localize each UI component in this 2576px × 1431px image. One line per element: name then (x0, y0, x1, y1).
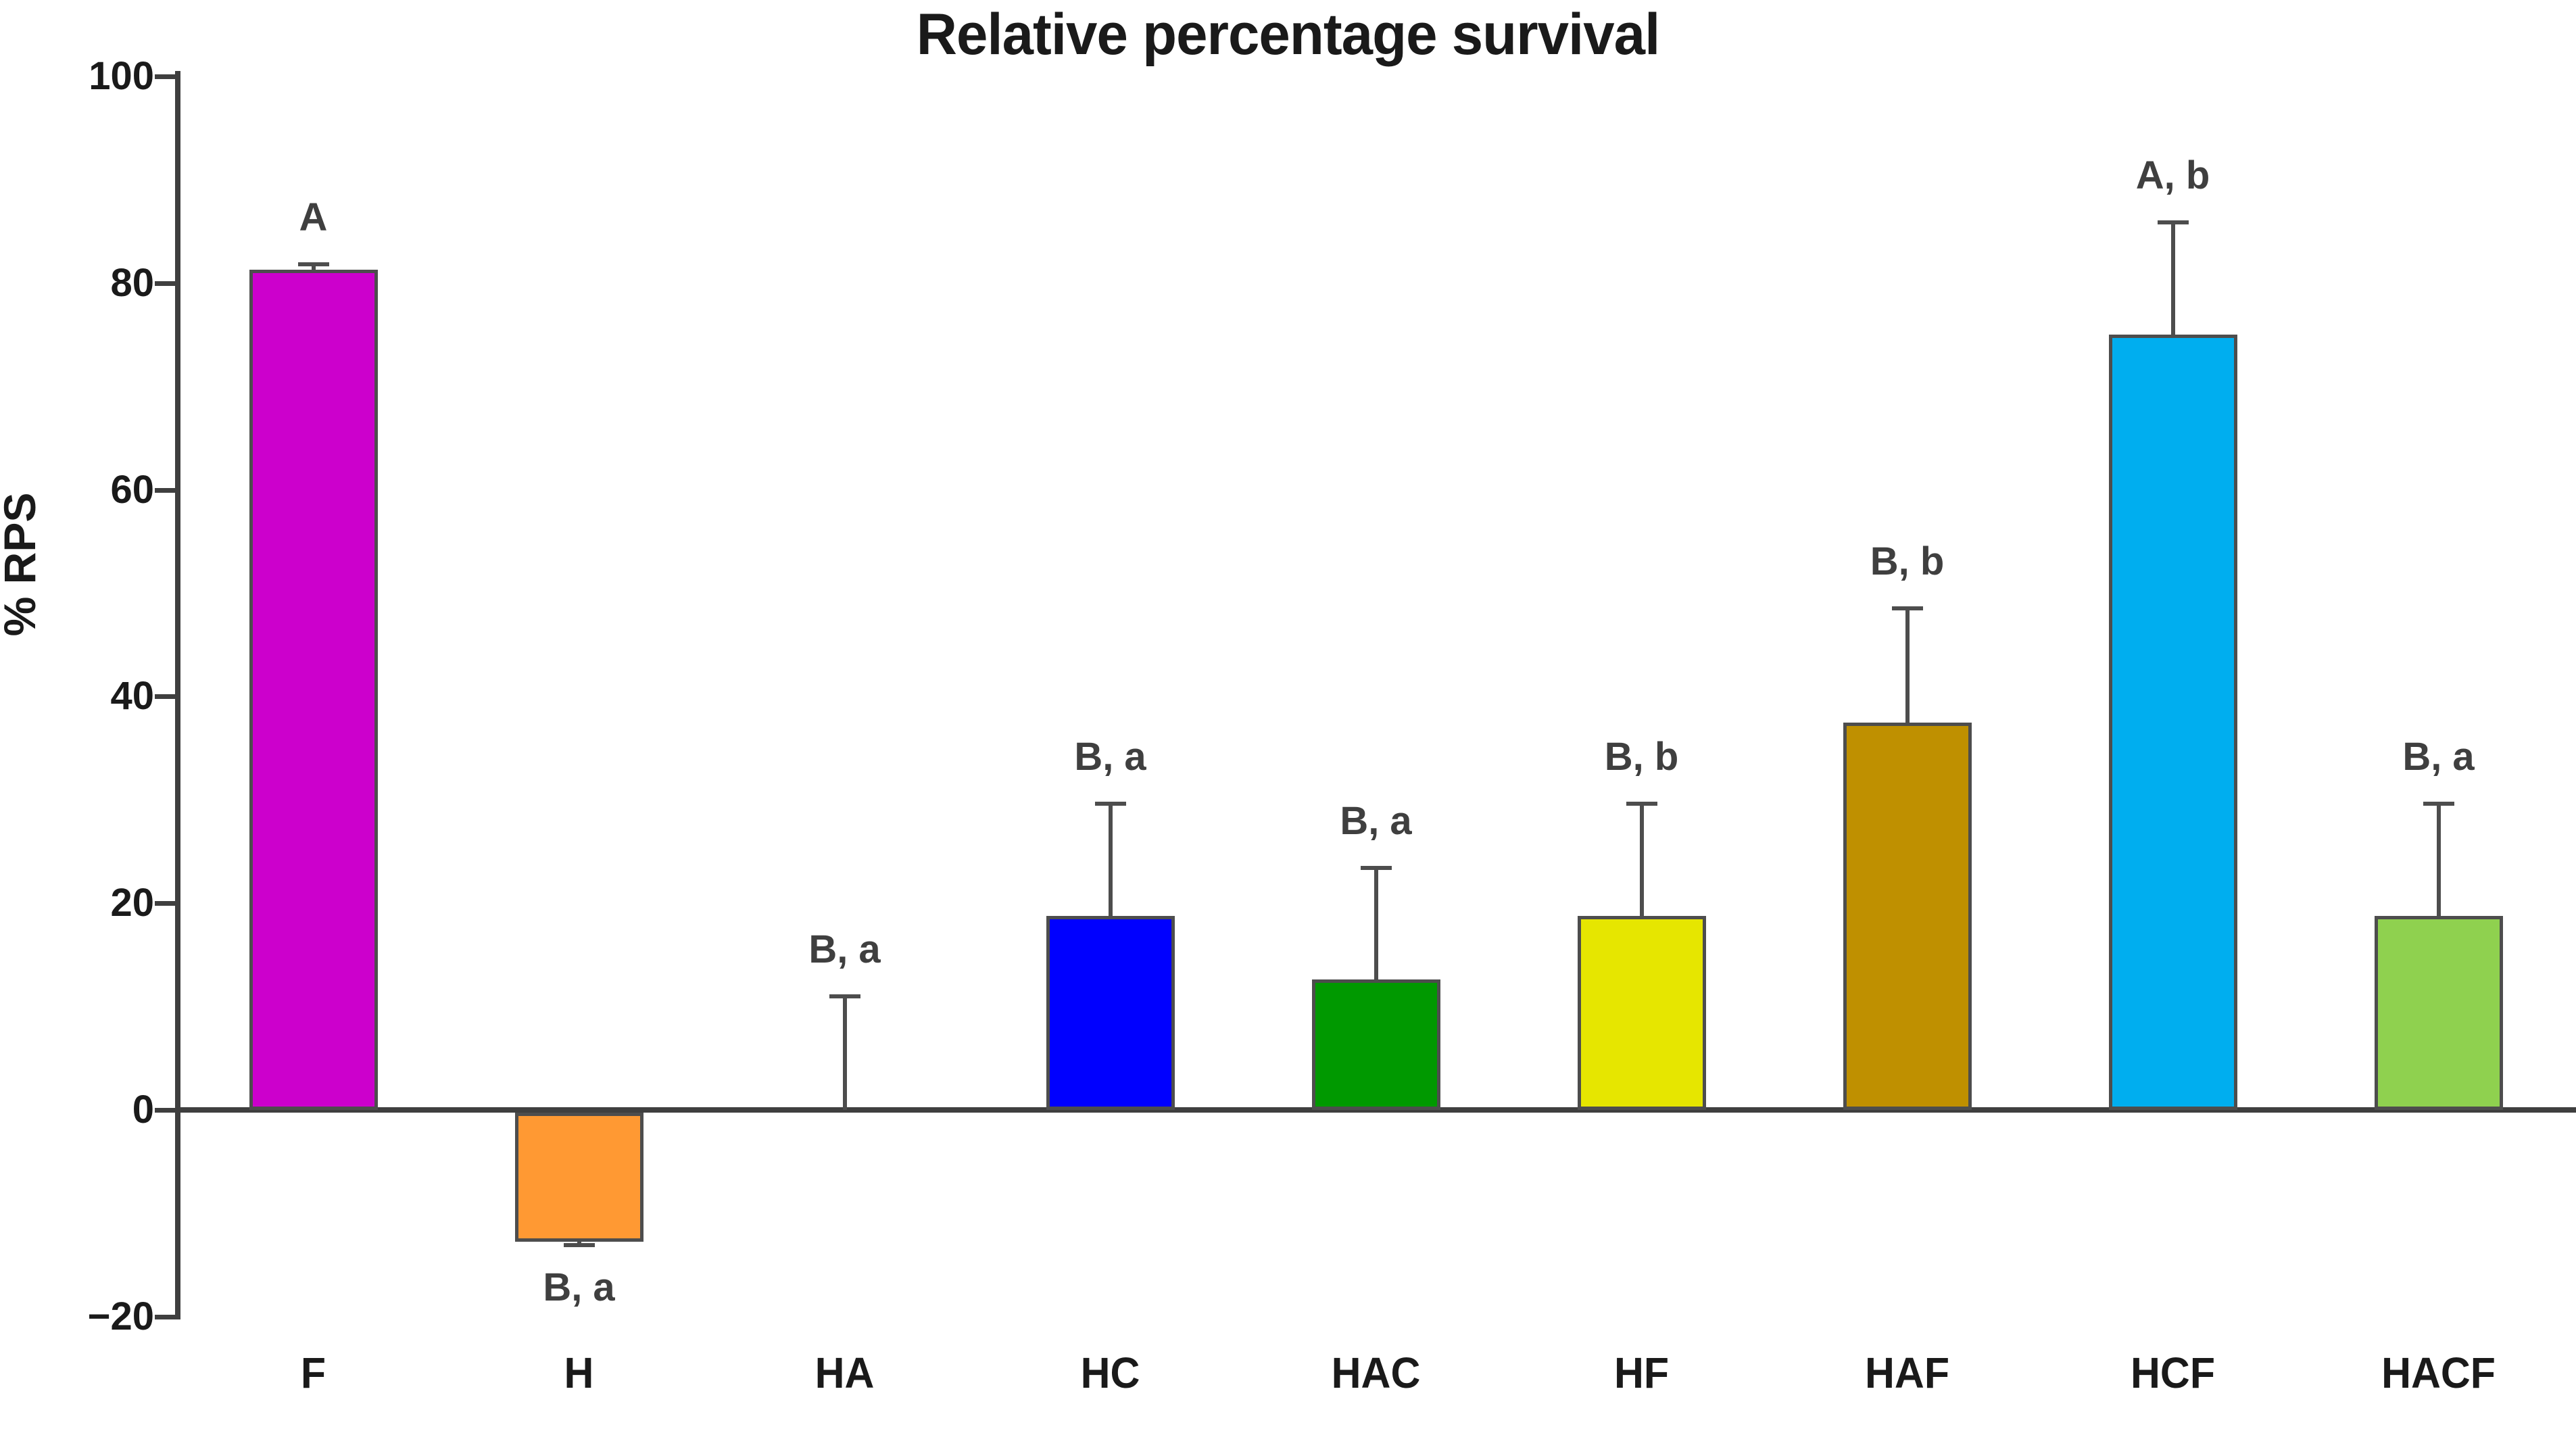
error-bar-cap-HCF (2157, 220, 2189, 224)
error-bar-HF (1639, 804, 1644, 916)
y-axis-label: % RPS (0, 492, 45, 637)
x-label-H: H (564, 1349, 594, 1397)
error-bar-HCF (2170, 222, 2175, 335)
x-label-HAC: HAC (1331, 1349, 1421, 1397)
y-tick-60 (155, 487, 175, 493)
error-bar-cap-HF (1626, 802, 1657, 806)
y-tick-100 (155, 74, 175, 79)
error-bar-cap-HAF (1891, 606, 1923, 611)
error-bar-HACF (2436, 804, 2441, 916)
bar-HACF (2374, 915, 2503, 1110)
stat-label-HF: B, b (1604, 735, 1679, 779)
bar-HC (1046, 915, 1175, 1110)
error-bar-HA (842, 996, 847, 1110)
stat-label-HC: B, a (1074, 735, 1146, 779)
x-label-F: F (300, 1349, 326, 1397)
bar-F (249, 269, 378, 1110)
bar-HCF (2108, 335, 2237, 1110)
bar-HAC (1311, 979, 1440, 1110)
x-label-HAF: HAF (1865, 1349, 1949, 1397)
error-bar-F (311, 264, 316, 270)
x-axis-line (175, 1107, 2576, 1113)
error-bar-HAF (1905, 608, 1910, 723)
x-label-HC: HC (1080, 1349, 1140, 1397)
error-bar-HAC (1374, 868, 1378, 980)
bar-HF (1577, 915, 1706, 1110)
error-bar-cap-HA (829, 994, 860, 998)
stat-label-HAF: B, b (1870, 539, 1945, 584)
error-bar-HC (1108, 804, 1113, 916)
stat-label-HA: B, a (808, 927, 881, 971)
x-label-HA: HA (815, 1349, 875, 1397)
error-bar-cap-HACF (2423, 802, 2454, 806)
stat-label-HACF: B, a (2402, 735, 2475, 779)
chart-title: Relative percentage survival (916, 2, 1661, 67)
x-label-HACF: HACF (2381, 1349, 2496, 1397)
y-tick-label--20: −20 (87, 1294, 154, 1338)
y-axis-line (175, 71, 180, 1319)
y-tick-label-60: 60 (110, 467, 154, 512)
stat-label-HCF: A, b (2135, 153, 2210, 197)
y-tick--20 (155, 1314, 175, 1319)
y-tick-label-0: 0 (132, 1088, 154, 1132)
stat-label-F: A (299, 195, 328, 240)
stat-label-HAC: B, a (1340, 799, 1412, 844)
stat-label-H: B, a (543, 1265, 615, 1310)
y-tick-40 (155, 694, 175, 700)
y-tick-20 (155, 901, 175, 906)
x-label-HCF: HCF (2131, 1349, 2215, 1397)
y-tick-label-100: 100 (89, 54, 154, 98)
error-bar-down-H (577, 1239, 581, 1246)
y-tick-label-40: 40 (110, 674, 154, 719)
y-tick-80 (155, 281, 175, 286)
error-bar-cap-HAC (1360, 866, 1392, 871)
error-bar-cap-H (563, 1243, 595, 1248)
error-bar-cap-HC (1094, 802, 1126, 806)
bar-H (514, 1113, 643, 1242)
error-bar-cap-F (297, 262, 329, 267)
bar-HAF (1843, 722, 1972, 1110)
y-tick-0 (155, 1108, 175, 1113)
x-label-HF: HF (1613, 1349, 1670, 1397)
y-tick-label-20: 20 (110, 881, 154, 925)
y-tick-label-80: 80 (110, 260, 154, 305)
